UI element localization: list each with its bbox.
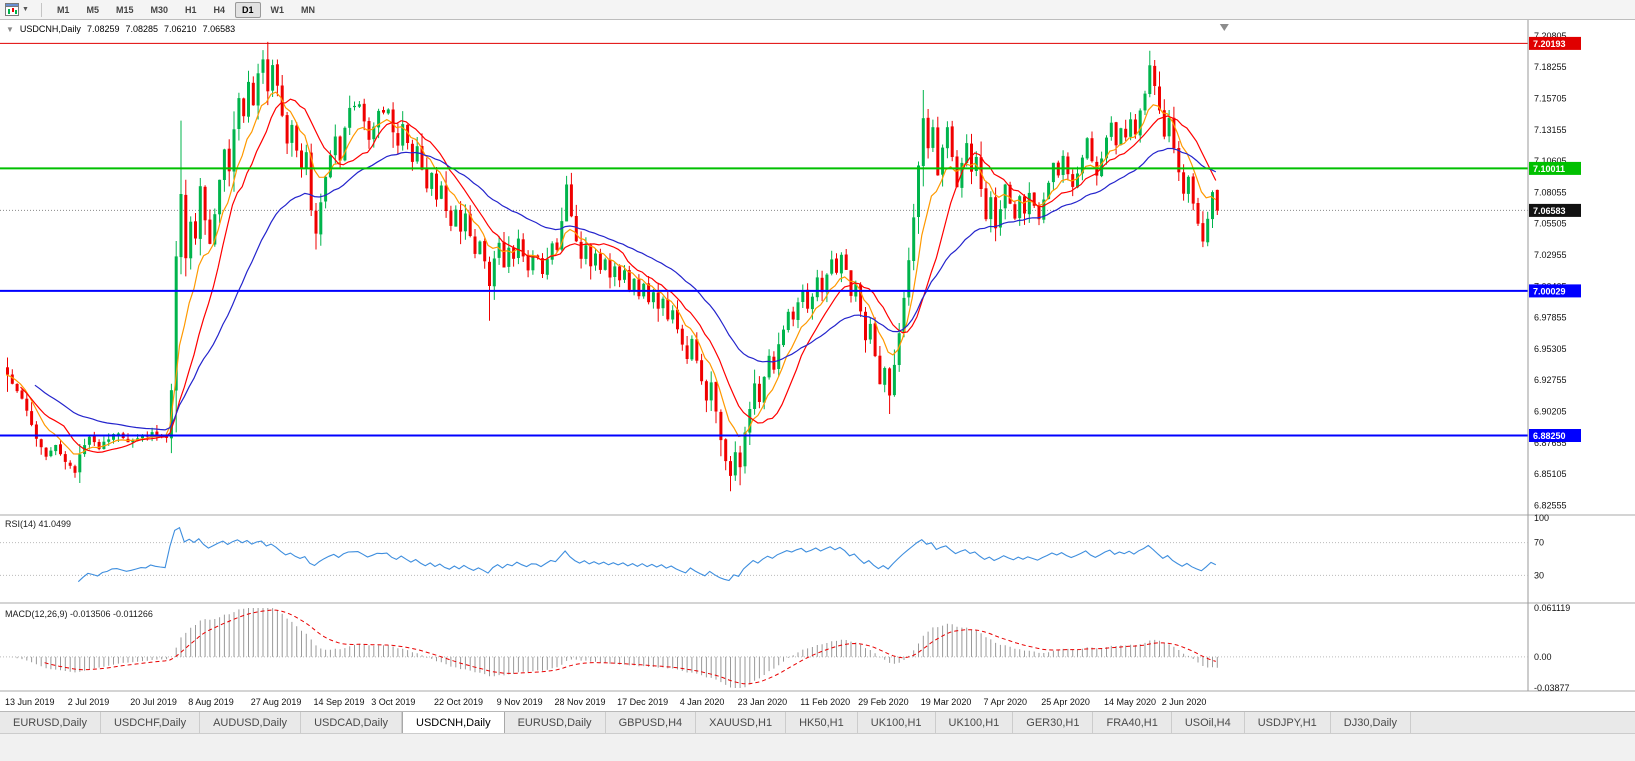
date-label: 20 Jul 2019 [130,697,177,707]
timeframe-button-m15[interactable]: M15 [115,4,134,15]
chart-tab-uk100-h1[interactable]: UK100,H1 [936,712,1014,733]
chart-tab-dj30-daily[interactable]: DJ30,Daily [1331,712,1411,733]
date-label: 29 Feb 2020 [858,697,909,707]
chart-tab-xauusd-h1[interactable]: XAUUSD,H1 [696,712,787,733]
rsi-scale-label: 30 [1534,570,1544,580]
date-label: 27 Aug 2019 [251,697,302,707]
macd-scale-label: 0.061119 [1534,603,1570,613]
chart-tab-usdcad-daily[interactable]: USDCAD,Daily [301,712,403,733]
candlestick-chart-icon [5,3,19,16]
timeframe-buttons: M1 M5 M15 M30 H1 H4 D1 W1 MN [50,1,322,18]
date-label: 14 May 2020 [1104,697,1156,707]
price-scale-label: 7.05505 [1534,219,1567,229]
svg-text:6.88250: 6.88250 [1533,431,1566,441]
price-scale-label: 6.82555 [1534,500,1567,510]
date-label: 13 Jun 2019 [5,697,55,707]
date-label: 25 Apr 2020 [1041,697,1090,707]
price-scale-label: 7.08055 [1534,187,1567,197]
date-label: 11 Feb 2020 [800,697,850,707]
chart-tab-eurusd-daily[interactable]: EURUSD,Daily [505,712,606,733]
price-scale-label: 7.18255 [1534,62,1567,72]
mt4-chart-svg[interactable]: 7.20805 7.18255 7.15705 7.13155 7.10605 7.080… [0,20,1635,711]
price-badge: 7.20193 [1529,36,1581,50]
chart-tab-usdchf-daily[interactable]: USDCHF,Daily [101,712,201,733]
ma-slow-line [34,147,1217,431]
svg-text:7.00029: 7.00029 [1533,286,1566,296]
chart-tab-usoil-h4[interactable]: USOil,H4 [1172,712,1245,733]
price-badge: 6.88250 [1529,429,1581,442]
chart-tab-hk50-h1[interactable]: HK50,H1 [786,712,858,733]
candle-bodies-up [49,59,1214,476]
timeframe-button-m30[interactable]: M30 [150,4,168,15]
price-scale-label: 7.20805 [1534,31,1567,41]
timeframe-button-h4[interactable]: H4 [213,4,226,15]
chart-tab-eurusd-daily[interactable]: EURUSD,Daily [0,712,101,733]
ma-fast-line [5,91,1217,455]
svg-text:7.10011: 7.10011 [1533,164,1565,174]
timeframe-button-d1[interactable]: D1 [235,1,261,18]
chart-window-usdcnh: 7.20805 7.18255 7.15705 7.13155 7.10605 7.080… [0,20,1635,711]
date-label: 14 Sep 2019 [314,697,365,707]
price-scale-label: 7.15705 [1534,94,1567,104]
price-scale-label: 7.02955 [1534,250,1567,260]
rsi-scale-label: 70 [1534,538,1544,548]
timeframe-button-mn[interactable]: MN [301,4,316,15]
date-label: 7 Apr 2020 [984,697,1028,707]
price-badge: 7.10011 [1529,161,1581,175]
price-scale-label: 6.90205 [1534,407,1567,417]
date-label: 23 Jan 2020 [738,697,788,707]
timeframe-button-w1[interactable]: W1 [270,4,285,15]
chart-background [0,20,1635,711]
rsi-scale-label: 100 [1534,513,1549,523]
chart-tab-audusd-daily[interactable]: AUDUSD,Daily [200,712,302,733]
price-scale-label: 6.95305 [1534,344,1567,354]
chart-tab-gbpusd-h4[interactable]: GBPUSD,H4 [606,712,697,733]
price-badge: 7.00029 [1529,284,1581,298]
date-label: 17 Dec 2019 [617,697,668,707]
rsi-line [77,526,1217,583]
date-label: 22 Oct 2019 [434,697,483,707]
date-label: 2 Jul 2019 [68,697,110,707]
top-toolbar: ▼ M1 M5 M15 M30 H1 H4 D1 W1 MN [0,0,1635,20]
date-label: 19 Mar 2020 [921,697,972,707]
toolbar-separator [40,2,42,17]
chart-tab-ger30-h1[interactable]: GER30,H1 [1013,712,1094,733]
chart-tab-fra40-h1[interactable]: FRA40,H1 [1093,712,1172,733]
date-label: 8 Aug 2019 [188,697,234,707]
chart-window-icon[interactable] [4,3,20,17]
status-bar [0,733,1635,761]
date-label: 3 Oct 2019 [371,697,415,707]
date-label: 28 Nov 2019 [555,697,606,707]
svg-text:7.06583: 7.06583 [1533,206,1566,216]
macd-scale-label: -0.03877 [1534,683,1570,693]
timeframe-button-h1[interactable]: H1 [185,4,197,15]
date-label: 2 Jun 2020 [1162,697,1207,707]
macd-scale-label: 0.00 [1534,652,1552,662]
ma-mid-line [20,98,1217,454]
macd-histogram [11,608,1218,688]
date-label: 4 Jan 2020 [680,697,725,707]
price-scale-label: 7.13155 [1534,125,1567,135]
price-scale-label: 6.97855 [1534,313,1567,323]
timeframe-button-m5[interactable]: M5 [86,4,99,15]
price-scale-label: 6.92755 [1534,375,1567,385]
chart-shift-marker-icon [1219,24,1229,31]
chart-tabs-bar: EURUSD,Daily USDCHF,Daily AUDUSD,Daily USDC… [0,711,1635,733]
chart-tab-uk100-h1[interactable]: UK100,H1 [858,712,936,733]
timeframe-button-m1[interactable]: M1 [56,4,70,15]
price-scale-label: 6.85105 [1534,469,1567,479]
chart-type-dropdown-icon[interactable]: ▼ [22,6,29,13]
svg-text:7.20193: 7.20193 [1533,39,1566,49]
chart-tab-usdjpy-h1[interactable]: USDJPY,H1 [1245,712,1331,733]
price-badge: 7.06583 [1529,203,1581,217]
chart-tab-usdcnh-daily[interactable]: USDCNH,Daily [402,712,505,733]
price-scale-label: 7.10605 [1534,156,1567,166]
date-label: 9 Nov 2019 [497,697,543,707]
price-scale-label: 6.87655 [1534,438,1567,448]
